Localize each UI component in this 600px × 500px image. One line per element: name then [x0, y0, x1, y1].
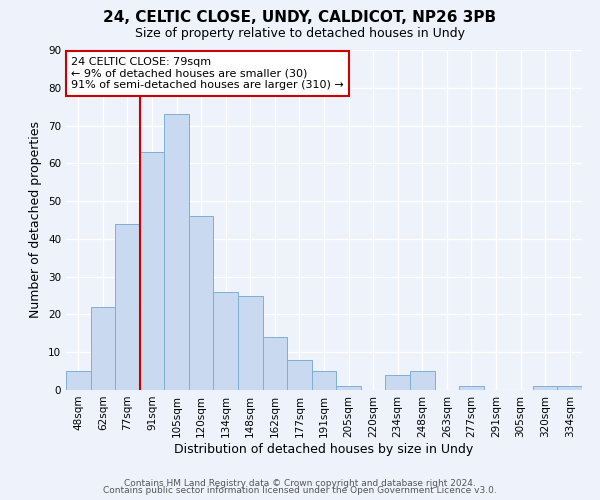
X-axis label: Distribution of detached houses by size in Undy: Distribution of detached houses by size …: [175, 442, 473, 456]
Bar: [533, 386, 557, 390]
Bar: [287, 360, 312, 390]
Bar: [164, 114, 189, 390]
Bar: [115, 224, 140, 390]
Text: Size of property relative to detached houses in Undy: Size of property relative to detached ho…: [135, 28, 465, 40]
Text: Contains HM Land Registry data © Crown copyright and database right 2024.: Contains HM Land Registry data © Crown c…: [124, 478, 476, 488]
Bar: [91, 307, 115, 390]
Y-axis label: Number of detached properties: Number of detached properties: [29, 122, 43, 318]
Bar: [336, 386, 361, 390]
Bar: [312, 371, 336, 390]
Text: Contains public sector information licensed under the Open Government Licence v3: Contains public sector information licen…: [103, 486, 497, 495]
Bar: [140, 152, 164, 390]
Bar: [557, 386, 582, 390]
Bar: [263, 337, 287, 390]
Bar: [385, 375, 410, 390]
Bar: [214, 292, 238, 390]
Text: 24 CELTIC CLOSE: 79sqm
← 9% of detached houses are smaller (30)
91% of semi-deta: 24 CELTIC CLOSE: 79sqm ← 9% of detached …: [71, 57, 344, 90]
Text: 24, CELTIC CLOSE, UNDY, CALDICOT, NP26 3PB: 24, CELTIC CLOSE, UNDY, CALDICOT, NP26 3…: [103, 10, 497, 25]
Bar: [189, 216, 214, 390]
Bar: [66, 371, 91, 390]
Bar: [410, 371, 434, 390]
Bar: [459, 386, 484, 390]
Bar: [238, 296, 263, 390]
